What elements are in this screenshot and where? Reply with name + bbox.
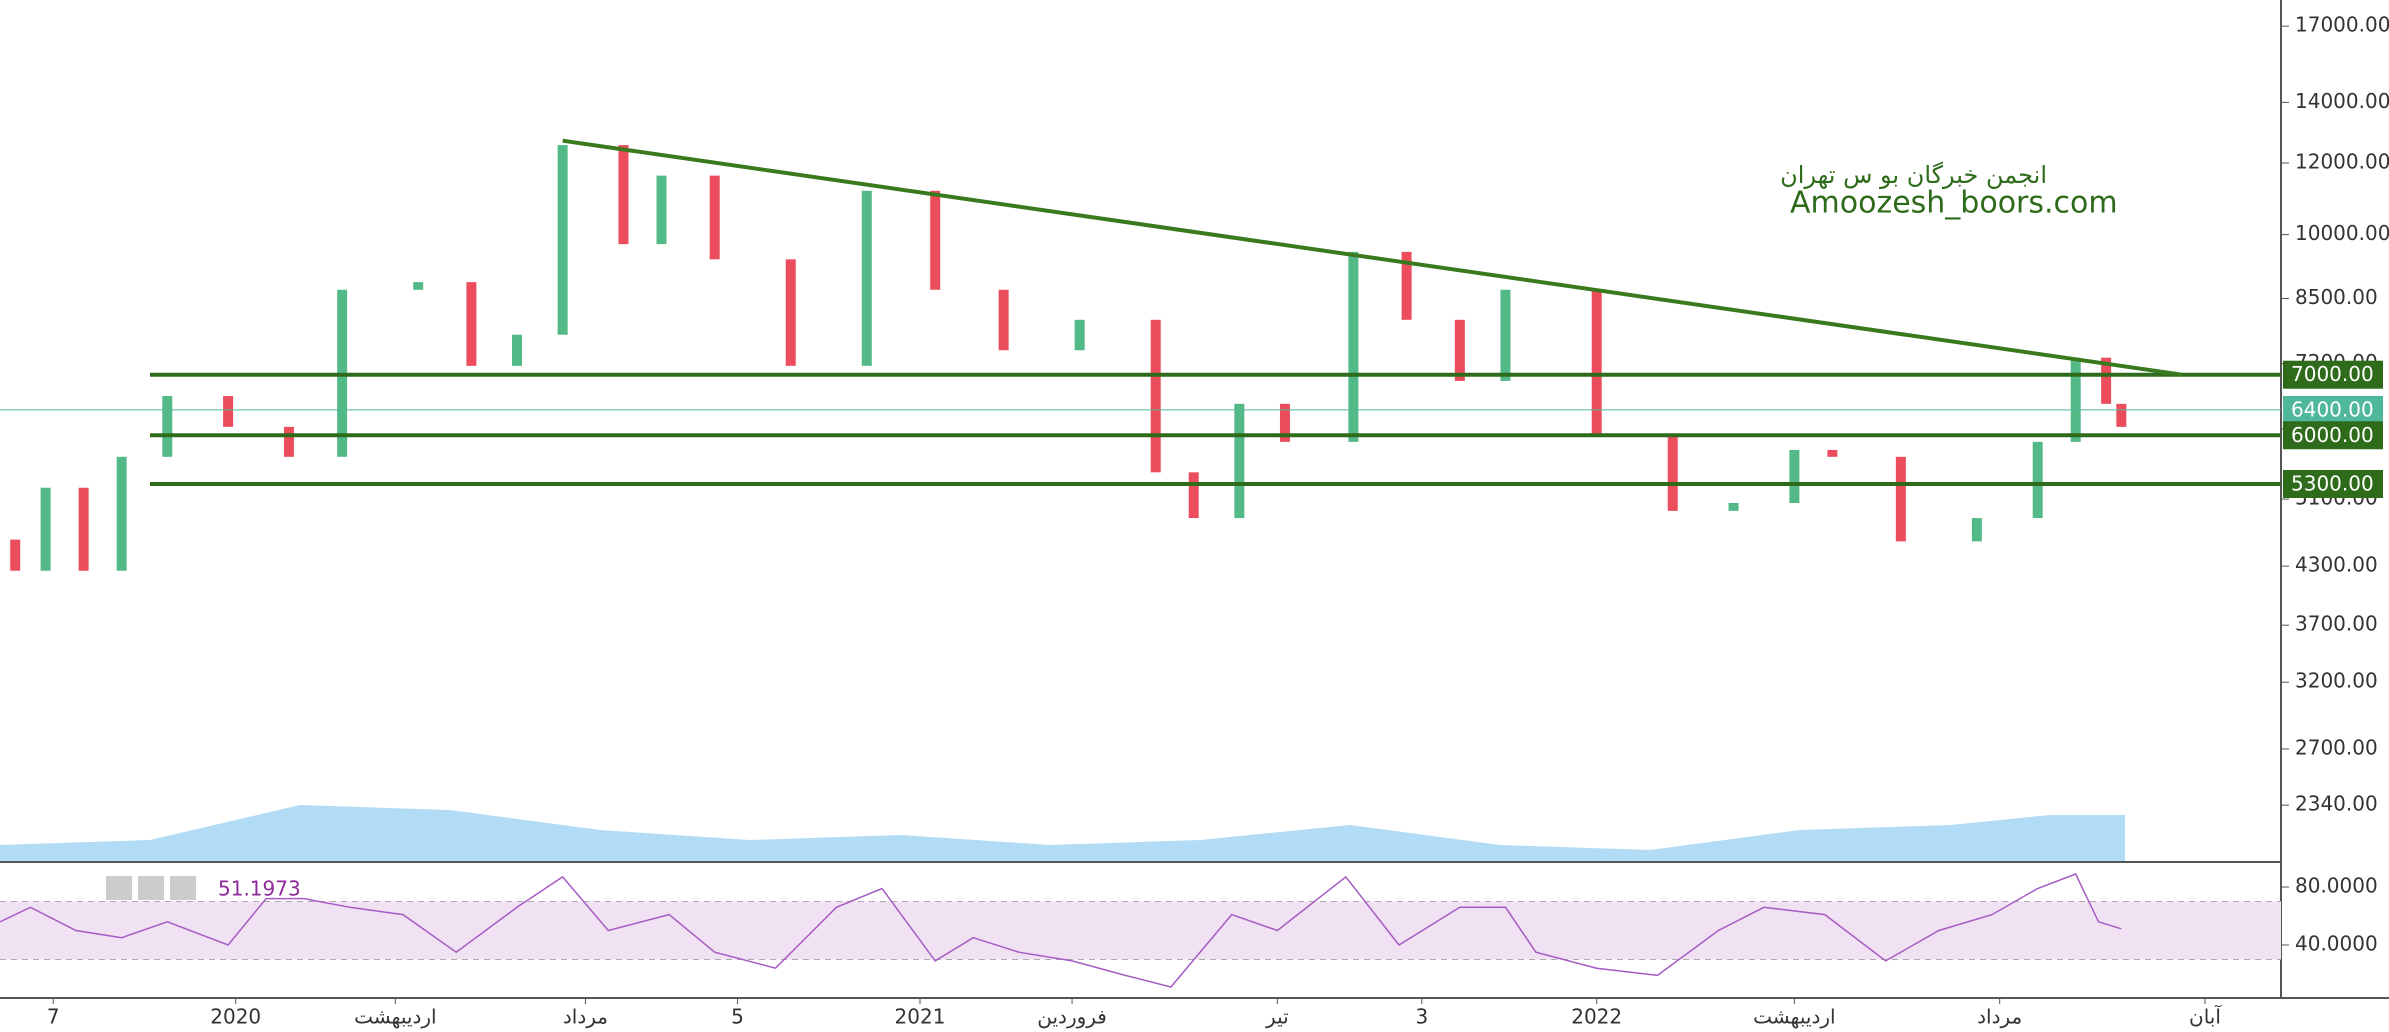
candle — [162, 396, 173, 457]
candle — [656, 175, 667, 245]
level-label: 7000.00 — [2291, 362, 2374, 386]
x-tick-label: مرداد — [563, 1005, 608, 1029]
volume-area — [0, 805, 2125, 861]
x-tick-label: اردیبهشت — [354, 1005, 436, 1029]
candle — [2032, 441, 2043, 519]
candle — [1074, 319, 1085, 351]
rsi-remove[interactable] — [170, 876, 196, 900]
x-tick-label: 3 — [1415, 1005, 1428, 1029]
rsi-value: 51.1973 — [218, 877, 301, 901]
rsi-line — [0, 873, 2122, 988]
annotation: Amoozesh_boors.com — [1790, 186, 2118, 221]
level-label: 5300.00 — [2291, 472, 2374, 496]
x-tick-label: تیر — [1265, 1005, 1289, 1029]
x-tick-label: 7 — [47, 1005, 60, 1029]
y-tick-label: 4300.00 — [2295, 553, 2378, 577]
candle — [1591, 289, 1602, 434]
candle — [1971, 518, 1982, 542]
candle — [2070, 357, 2081, 442]
x-tick-label: 2020 — [210, 1005, 261, 1029]
candle — [930, 190, 941, 290]
candle — [785, 259, 796, 366]
candle — [512, 334, 523, 366]
candle — [1789, 449, 1800, 503]
candle — [1279, 403, 1290, 442]
y-tick-label: 2340.00 — [2295, 792, 2378, 816]
level-label: 6400.00 — [2291, 397, 2374, 421]
candle — [1895, 456, 1906, 542]
candle — [1234, 403, 1245, 519]
y-tick-label: 8500.00 — [2295, 285, 2378, 309]
x-tick-label: فروردین — [1037, 1005, 1107, 1029]
candle — [283, 426, 294, 457]
y-tick-label: 3200.00 — [2295, 669, 2378, 693]
candle — [709, 175, 720, 260]
rsi-visibility[interactable] — [106, 876, 132, 900]
candle — [1500, 289, 1511, 381]
y-tick-label: 17000.00 — [2295, 13, 2389, 37]
candle — [1188, 472, 1199, 519]
rsi-settings[interactable] — [138, 876, 164, 900]
candle — [998, 289, 1009, 351]
candle — [618, 145, 629, 245]
candle — [1401, 251, 1412, 320]
y-tick-label: 2700.00 — [2295, 735, 2378, 759]
candle — [78, 487, 89, 571]
candle — [2116, 403, 2127, 427]
candle — [2101, 357, 2112, 404]
x-tick-label: 5 — [731, 1005, 744, 1029]
y-tick-label: 12000.00 — [2295, 149, 2389, 173]
level-label-box — [2283, 421, 2383, 450]
candle — [223, 396, 234, 427]
x-tick-label: اردیبهشت — [1753, 1005, 1835, 1029]
candle — [1827, 449, 1838, 457]
candle — [861, 190, 872, 366]
candle — [413, 282, 424, 290]
trendline — [562, 138, 2183, 377]
candle — [1348, 251, 1359, 442]
candle — [466, 282, 477, 366]
candle — [1667, 433, 1678, 511]
candle — [10, 539, 21, 571]
candle — [1454, 319, 1465, 381]
rsi-tick-label: 40.0000 — [2295, 931, 2378, 955]
level-label-box — [2283, 470, 2383, 499]
level-label: 6000.00 — [2291, 423, 2374, 447]
x-tick-label: آبان — [2189, 1004, 2222, 1029]
rsi-tick-label: 80.0000 — [2295, 874, 2378, 898]
x-tick-label: مرداد — [1977, 1005, 2022, 1029]
y-tick-label: 3700.00 — [2295, 612, 2378, 636]
x-tick-label: 2021 — [895, 1005, 946, 1029]
candle — [40, 487, 51, 571]
candle — [1150, 319, 1161, 473]
level-label-box — [2283, 360, 2383, 389]
y-tick-label: 14000.00 — [2295, 89, 2389, 113]
y-tick-label: 10000.00 — [2295, 221, 2389, 245]
annotation: انجمن خبرگان بو س تهران — [1780, 161, 2047, 189]
candle — [1728, 502, 1739, 511]
rsi-controls[interactable] — [106, 876, 196, 900]
candle — [557, 145, 568, 335]
level-label-box — [2283, 395, 2383, 424]
candle — [116, 456, 127, 571]
x-tick-label: 2022 — [1571, 1005, 1622, 1029]
